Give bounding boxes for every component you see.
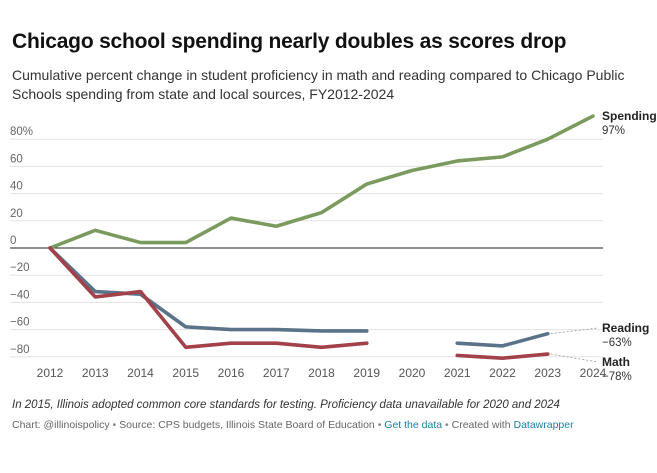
y-axis-ticks: 80% 60 40 20 0 −20 −40 −60 −80 <box>10 126 33 356</box>
y-tick-label: −80 <box>10 344 30 356</box>
x-tick-label: 2016 <box>218 366 245 380</box>
series-value-spending: 97% <box>602 125 625 137</box>
x-tick-label: 2014 <box>127 366 154 380</box>
x-tick-label: 2021 <box>444 366 471 380</box>
x-tick-label: 2017 <box>263 366 290 380</box>
chart-subtitle: Cumulative percent change in student pro… <box>12 67 625 102</box>
credit-source: Source: CPS budgets, Illinois State Boar… <box>119 419 375 431</box>
y-tick-label: 40 <box>10 181 23 193</box>
label-connector <box>550 353 599 363</box>
y-tick-label: −20 <box>10 262 30 274</box>
y-tick-label: −40 <box>10 289 30 301</box>
series-line-reading <box>455 331 550 348</box>
grid-lines <box>10 138 603 358</box>
chart-title: Chicago school spending nearly doubles a… <box>12 30 567 53</box>
credit-separator: • <box>377 419 385 431</box>
x-tick-label: 2018 <box>308 366 335 380</box>
series-value-reading: −63% <box>602 337 632 349</box>
credit-chart: Chart: @illinoispolicy <box>12 419 110 431</box>
x-tick-label: 2013 <box>82 366 109 380</box>
y-tick-label: 0 <box>10 235 16 247</box>
series-label-reading: Reading <box>602 321 649 335</box>
x-tick-label: 2024 <box>580 366 607 380</box>
y-tick-label: 80% <box>10 126 33 138</box>
datawrapper-link[interactable]: Datawrapper <box>513 419 574 431</box>
y-tick-label: 60 <box>10 153 23 165</box>
credit-separator: • <box>112 419 120 431</box>
x-tick-label: 2023 <box>534 366 561 380</box>
x-tick-label: 2012 <box>37 366 64 380</box>
series-labels: Spending 97% Reading −63% Math −78% <box>550 109 657 383</box>
series-value-math: −78% <box>602 371 632 383</box>
series-label-spending: Spending <box>602 109 657 123</box>
x-axis-ticks: 2012 2013 2014 2015 2016 2017 2018 2019 2020 2021… <box>37 366 607 380</box>
y-tick-label: −60 <box>10 317 30 329</box>
created-with-text: Created with <box>451 419 511 431</box>
x-tick-label: 2022 <box>489 366 516 380</box>
x-tick-label: 2020 <box>399 366 426 380</box>
x-tick-label: 2015 <box>172 366 199 380</box>
series-lines <box>48 114 595 360</box>
series-line-spending <box>48 114 595 250</box>
chart-note: In 2015, Illinois adopted common core st… <box>12 399 560 411</box>
series-line-math <box>48 246 369 350</box>
y-tick-label: 20 <box>10 208 23 220</box>
credit-separator: • <box>445 419 452 431</box>
label-connector <box>550 327 599 335</box>
series-line-math <box>455 352 550 360</box>
series-label-math: Math <box>602 355 630 369</box>
series-line-reading <box>48 246 369 333</box>
x-tick-label: 2019 <box>353 366 380 380</box>
chart-credit: Chart: @illinoispolicy • Source: CPS bud… <box>12 419 652 431</box>
get-data-link[interactable]: Get the data <box>384 419 443 431</box>
